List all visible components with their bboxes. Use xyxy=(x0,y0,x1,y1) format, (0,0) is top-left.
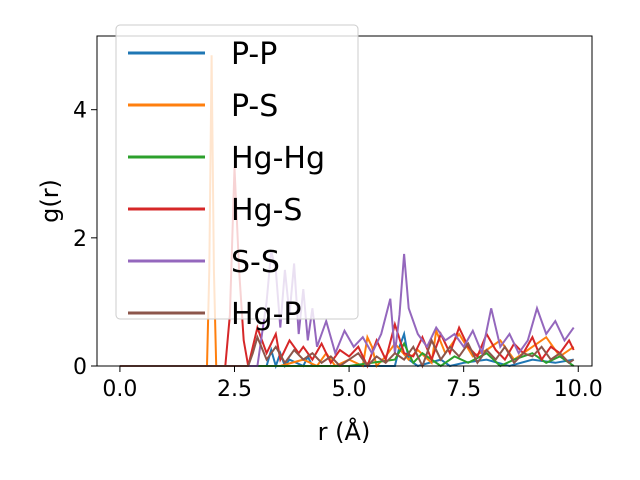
legend-box xyxy=(115,24,359,320)
y-tick-label: 2 xyxy=(73,227,87,252)
legend-label-hg-hg: Hg-Hg xyxy=(231,141,325,176)
x-tick-label: 0.0 xyxy=(102,377,137,402)
legend-label-hg-s: Hg-S xyxy=(231,193,302,228)
legend-label-p-s: P-S xyxy=(231,89,278,124)
x-axis: 0.0 2.5 5.0 7.5 10.0 xyxy=(102,366,603,402)
y-axis-label: g(r) xyxy=(36,179,64,223)
y-tick-label: 0 xyxy=(73,355,87,380)
legend-label-s-s: S-S xyxy=(231,245,280,280)
x-tick-label: 5.0 xyxy=(332,377,367,402)
legend-label-p-p: P-P xyxy=(231,37,277,72)
x-axis-label: r (Å) xyxy=(318,417,371,446)
x-tick-label: 7.5 xyxy=(446,377,481,402)
series-line-hg-p xyxy=(119,334,575,369)
series-line-hg-s xyxy=(119,167,575,369)
y-axis: 0 2 4 xyxy=(73,99,97,380)
legend-label-hg-p: Hg-P xyxy=(231,297,302,332)
legend: P-P P-S Hg-Hg Hg-S S-S Hg-P xyxy=(115,24,359,332)
x-tick-label: 10.0 xyxy=(554,377,603,402)
y-tick-label: 4 xyxy=(73,99,87,124)
x-tick-label: 2.5 xyxy=(217,377,252,402)
